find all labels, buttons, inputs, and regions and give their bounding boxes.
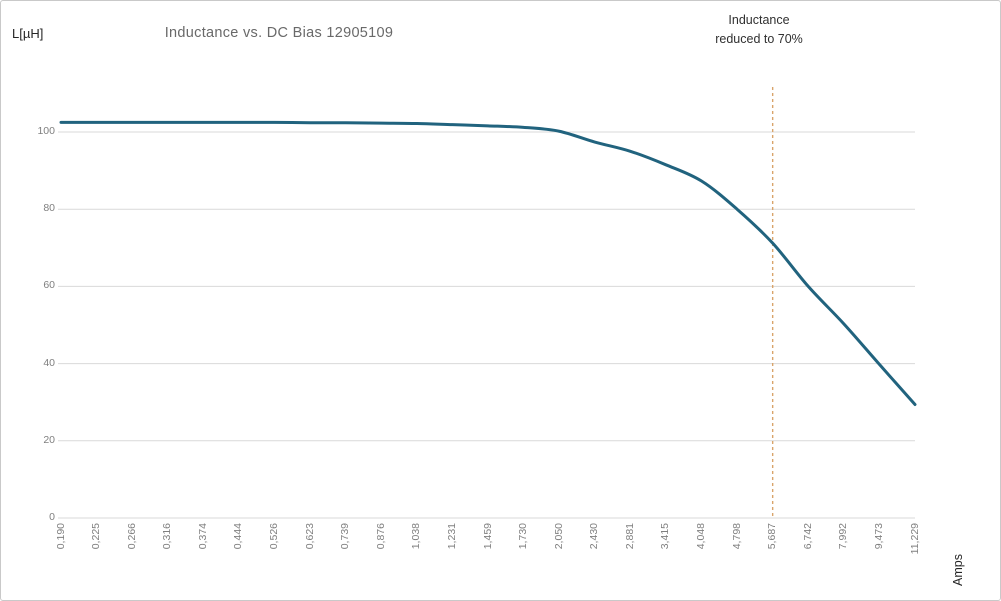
inductance-curve: [59, 120, 917, 407]
x-tick-label: 2,430: [588, 523, 601, 550]
x-tick-label: 3,415: [659, 523, 672, 550]
x-axis-unit-label: Amps: [951, 554, 965, 586]
x-tick-label: 1,038: [410, 523, 423, 550]
y-tick-label: 0: [49, 511, 55, 523]
marker-annotation-line1: Inductance: [728, 13, 790, 27]
x-tick-label: 0,316: [161, 523, 174, 550]
x-tick-label: 6,742: [801, 523, 814, 550]
x-tick-label: 0,876: [374, 523, 387, 550]
y-tick-label: 100: [37, 125, 55, 137]
y-tick-label: 60: [43, 279, 55, 292]
x-tick-label: 2,050: [552, 523, 565, 550]
x-tick-label: 1,459: [481, 523, 494, 550]
y-axis-unit-label: L[µH]: [12, 26, 44, 41]
x-tick-label: 0,526: [268, 523, 280, 550]
x-tick-label: 5,687: [766, 523, 779, 550]
marker-annotation-line2: reduced to 70%: [715, 32, 803, 46]
x-tick-label: 9,473: [872, 523, 885, 550]
x-tick-label: 0,190: [54, 523, 67, 550]
x-tick-label: 11,229: [908, 523, 921, 555]
y-tick-label: 40: [43, 356, 55, 369]
x-tick-label: 2,881: [623, 523, 636, 550]
x-tick-label: 4,798: [730, 523, 743, 550]
x-tick-label: 0,444: [232, 523, 245, 550]
marker-annotation: Inductance reduced to 70%: [715, 11, 803, 49]
y-tick-label: 80: [43, 202, 55, 215]
x-tick-label: 0,374: [196, 523, 209, 550]
x-tick-label: 0,225: [90, 523, 103, 550]
chart-title: Inductance vs. DC Bias 12905109: [164, 25, 394, 41]
x-tick-label: 7,992: [837, 523, 850, 550]
x-tick-label: 1,730: [517, 523, 530, 550]
x-tick-label: 4,048: [695, 523, 707, 550]
x-tick-label: 0,266: [125, 523, 138, 550]
x-tick-label: 1,231: [445, 523, 458, 550]
y-tick-label: 20: [43, 433, 55, 446]
x-tick-label: 0,739: [339, 523, 352, 550]
x-tick-label: 0,623: [303, 523, 316, 550]
